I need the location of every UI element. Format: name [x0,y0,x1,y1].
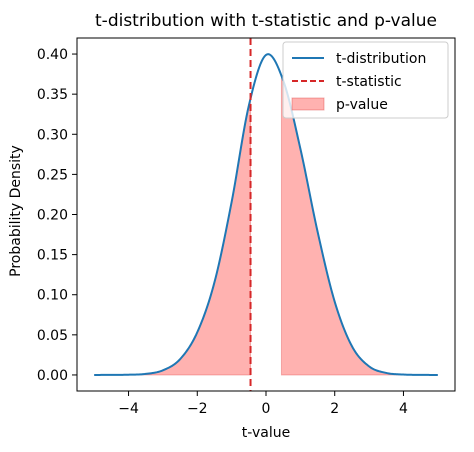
p-value-fill-group [94,75,438,376]
t-distribution-curve-group [94,53,438,376]
x-tick-label: −4 [118,401,139,417]
legend-p-value-label: p-value [336,97,388,113]
y-tick-label: 0.00 [37,368,68,384]
y-tick-label: 0.30 [37,127,68,143]
chart-title: t-distribution with t-statistic and p-va… [95,11,437,31]
y-axis-label: Probability Density [8,145,24,277]
x-tick-label: 4 [399,401,408,417]
y-tick-label: 0.20 [37,208,68,224]
y-tick-label: 0.40 [37,47,68,63]
x-tick-label: 0 [262,401,271,417]
y-axis-ticks: 0.00 0.05 0.10 0.15 0.20 0.25 0.30 0.35 0.40 [37,47,77,384]
y-tick-label: 0.05 [37,328,68,344]
y-tick-label: 0.10 [37,288,68,304]
p-value-region-left [94,98,252,376]
legend: t-distribution t-statistic p-value [282,41,449,119]
legend-box [282,41,449,119]
legend-p-value-swatch [291,97,325,111]
y-tick-label: 0.25 [37,167,68,183]
x-tick-label: −2 [187,401,208,417]
x-axis-label: t-value [242,425,290,441]
t-distribution-line [94,53,438,376]
x-tick-label: 2 [330,401,339,417]
y-tick-label: 0.35 [37,87,68,103]
y-tick-label: 0.15 [37,248,68,264]
x-axis-ticks: −4 −2 0 2 4 [118,391,408,417]
p-value-region-right [280,75,438,376]
legend-t-statistic-label: t-statistic [336,74,402,90]
legend-t-distribution-label: t-distribution [336,51,426,67]
